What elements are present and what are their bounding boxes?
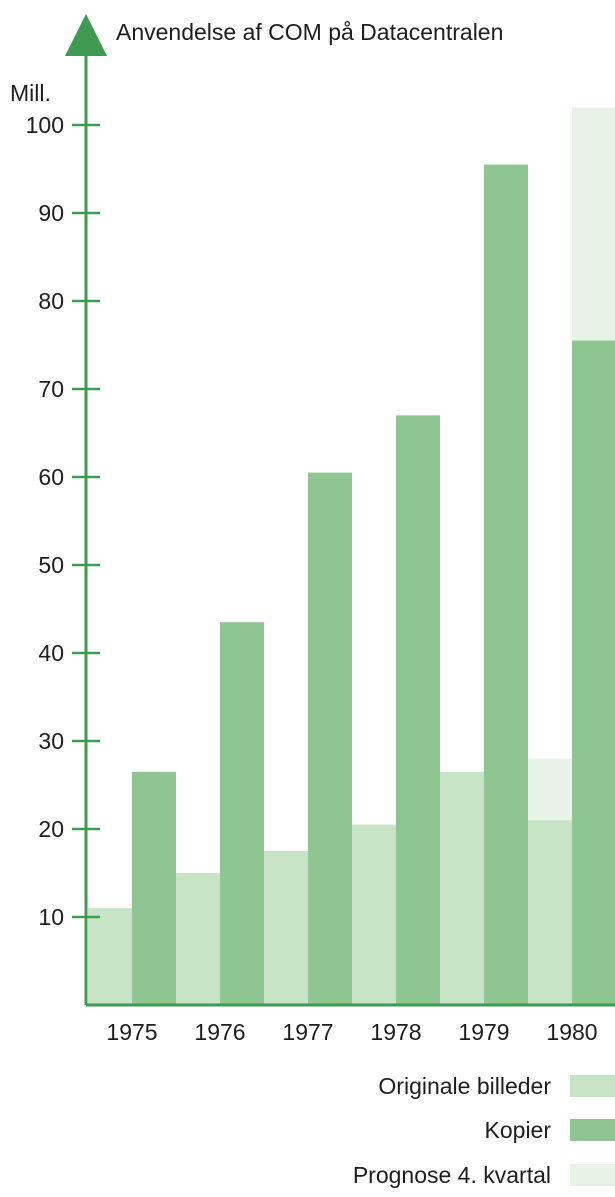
y-tick-label-40: 40 [38, 640, 64, 666]
bar-kopier-1975 [132, 771, 176, 1005]
y-tick-label-80: 80 [38, 288, 64, 314]
x-tick-label-1980: 1980 [546, 1019, 597, 1045]
x-tick-label-1979: 1979 [458, 1019, 509, 1045]
bar-originale-1975 [88, 908, 132, 1005]
y-tick-label-10: 10 [38, 904, 64, 930]
legend-swatch-1 [570, 1075, 615, 1097]
x-tick-label-1978: 1978 [370, 1019, 421, 1045]
y-tick-label-50: 50 [38, 552, 64, 578]
y-tick-label-90: 90 [38, 200, 64, 226]
y-tick-label-60: 60 [38, 464, 64, 490]
legend-label-1: Originale billeder [378, 1073, 551, 1099]
x-tick-label-1975: 1975 [106, 1019, 157, 1045]
y-tick-label-100: 100 [26, 112, 64, 138]
legend-swatch-2 [570, 1119, 615, 1141]
bar-kopier-1979 [484, 164, 528, 1006]
y-axis-label: Mill. [10, 80, 51, 106]
labels-layer: 1975 1976 1977 1978 1979 1980 10 20 30 40 50 60 70 80… [26, 112, 598, 1045]
bar-originale-1979 [440, 771, 484, 1005]
bar-originale-1978 [352, 824, 396, 1005]
y-axis-arrow-icon [65, 14, 107, 56]
bar-originale-1977 [264, 851, 308, 1005]
y-tick-label-30: 30 [38, 728, 64, 754]
bar-kopier-1977 [308, 472, 352, 1006]
bar-kopier-1978 [396, 415, 440, 1005]
chart-title: Anvendelse af COM på Datacentralen [116, 19, 503, 45]
x-tick-label-1976: 1976 [194, 1019, 245, 1045]
legend-label-3: Prognose 4. kvartal [353, 1162, 551, 1188]
y-tick-label-70: 70 [38, 376, 64, 402]
bars-layer [88, 107, 615, 1006]
x-tick-label-1977: 1977 [282, 1019, 333, 1045]
legend-swatch-3 [570, 1164, 615, 1186]
bar-kopier-1980 [572, 340, 615, 1006]
bar-originale-1976 [176, 873, 220, 1005]
legend: Originale billeder Kopier Prognose 4. kvar… [353, 1073, 615, 1188]
bar-kopier-1976 [220, 622, 264, 1005]
bar-originale-1980 [528, 820, 572, 1005]
axes-layer [65, 14, 615, 1007]
legend-label-2: Kopier [485, 1117, 552, 1143]
y-tick-label-20: 20 [38, 816, 64, 842]
